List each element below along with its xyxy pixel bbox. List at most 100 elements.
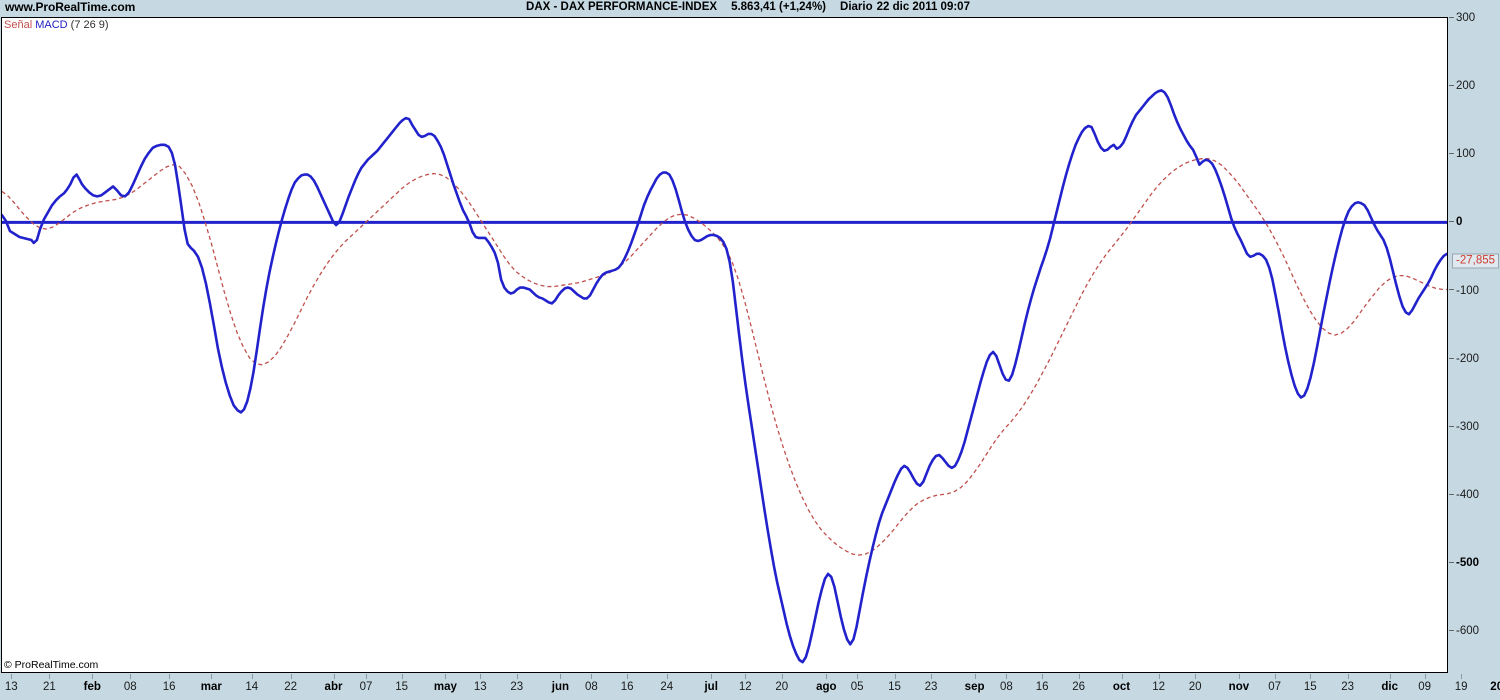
date-tick-label: 15 [888,681,901,693]
copyright-label: © ProRealTime.com [4,659,99,671]
date-tick-label: 13 [4,681,18,693]
price-tick-label: -100 [1456,284,1480,297]
price-tick-label: 0 [1456,216,1463,229]
date-tick-label: 12 [1152,681,1166,693]
date-tick-mark [894,674,896,679]
date-tick-mark [49,674,51,679]
price-tick-label: -200 [1456,352,1480,365]
date-tick-mark [1078,674,1080,679]
tick-mark [1449,221,1454,223]
date-tick-label: 16 [1035,681,1049,693]
date-tick-label: 16 [620,681,634,693]
date-tick-label: 12 [738,681,752,693]
date-tick-label: jul [704,681,718,693]
instrument-name: DAX - DAX PERFORMANCE-INDEX [526,1,718,13]
price-tick-neg100: -100 [1449,285,1479,297]
date-tick-mark [366,674,367,679]
date-tick-label: 26 [1072,681,1085,693]
date-tick-mark [1158,674,1160,679]
date-tick-mark [516,674,518,679]
price-tick-neg600: -600 [1449,625,1479,637]
price-tick-label: 100 [1456,148,1476,161]
date-tick-label: 08 [999,681,1013,693]
price-tick-neg500: -500 [1449,557,1479,569]
date-tick-label: 08 [584,681,598,693]
macd-line-series [2,89,1447,664]
date-tick-label: dic [1381,681,1398,693]
date-scale[interactable]: 13 21 feb 08 16 mar 14 22 abr 07 15 may 13 23 jun 08 16 2… [0,674,1500,700]
date-tick-label: 20 [1188,681,1202,693]
date-tick-mark [931,674,932,679]
date-tick-mark [1238,674,1240,679]
date-tick-mark [826,674,828,679]
date-tick-mark [480,674,482,679]
date-tick-label: 05 [850,681,864,693]
tick-mark [1449,16,1454,18]
price-tick-label: -300 [1456,420,1480,433]
date-tick-mark [333,674,335,679]
date-tick-mark [251,674,253,679]
date-tick-mark [781,674,783,679]
date-tick-mark [445,674,447,679]
date-tick-mark [974,674,976,679]
date-tick-mark [1121,674,1123,679]
date-tick-label: nov [1228,681,1250,693]
date-tick-label: 21 [42,681,56,693]
price-tick-200: 200 [1449,80,1475,92]
tick-mark [1449,153,1454,155]
date-tick-label: 23 [510,681,524,693]
date-tick-mark [1006,674,1008,679]
tick-mark [1449,561,1454,563]
date-tick-mark [92,674,94,679]
date-tick-label: 16 [162,681,176,693]
date-tick-label: 08 [123,681,137,693]
date-tick-mark [591,674,593,679]
price-tick-neg200: -200 [1449,353,1479,365]
date-tick-label: 15 [395,681,409,693]
price-tick-label: -500 [1456,557,1480,569]
price-tick-neg300: -300 [1449,421,1479,433]
date-tick-label: 2012 [1490,681,1500,693]
macd-chart-svg [2,89,1447,664]
date-tick-label: 14 [245,681,259,693]
tick-mark [1449,425,1454,427]
date-tick-mark [11,674,13,679]
date-tick-label: 23 [924,681,938,693]
date-tick-label: may [433,681,457,693]
date-tick-mark [857,674,859,679]
date-tick-label: sep [964,681,985,693]
date-tick-mark [627,674,629,679]
legend-params: (7 26 9) [70,19,109,31]
tick-mark [1449,357,1454,359]
date-tick-label: 24 [660,681,674,693]
price-scale[interactable]: 300 200 100 0 -100 -200 -300 -400 -500 -600 -27,85… [1449,12,1500,673]
tick-mark [1449,493,1454,495]
header-bar: www.ProRealTime.com DAX - DAX PERFORMANC… [0,0,1500,17]
date-tick-mark [1389,674,1391,679]
price-tick-0: 0 [1449,216,1462,228]
date-tick-mark [666,674,668,679]
tick-mark [1449,85,1454,87]
tick-mark [1449,630,1454,632]
date-tick-mark [1424,674,1426,679]
chart-plot-area[interactable] [1,17,1448,673]
date-tick-label: 22 [284,681,297,693]
instrument-title-block: DAX - DAX PERFORMANCE-INDEX 5.863,41 (+1,… [0,1,1500,13]
date-tick-label: 15 [1303,681,1317,693]
signal-line-series [2,158,1447,556]
current-value-badge: -27,855 [1452,253,1500,269]
price-tick-label: 200 [1456,80,1476,93]
date-tick-label: 13 [473,681,487,693]
date-tick-mark [290,674,292,679]
price-tick-label: -600 [1456,625,1480,638]
price-tick-label: 300 [1456,12,1476,24]
date-tick-mark [169,674,171,679]
last-price: 5.863,41 (+1,24%) [731,1,827,13]
datetime-label: 22 dic 2011 09:07 [876,1,970,13]
date-tick-mark [130,674,132,679]
date-tick-label: 19 [1454,681,1468,693]
price-tick-100: 100 [1449,148,1475,160]
date-tick-mark [1310,674,1312,679]
date-tick-label: 07 [1268,681,1281,693]
